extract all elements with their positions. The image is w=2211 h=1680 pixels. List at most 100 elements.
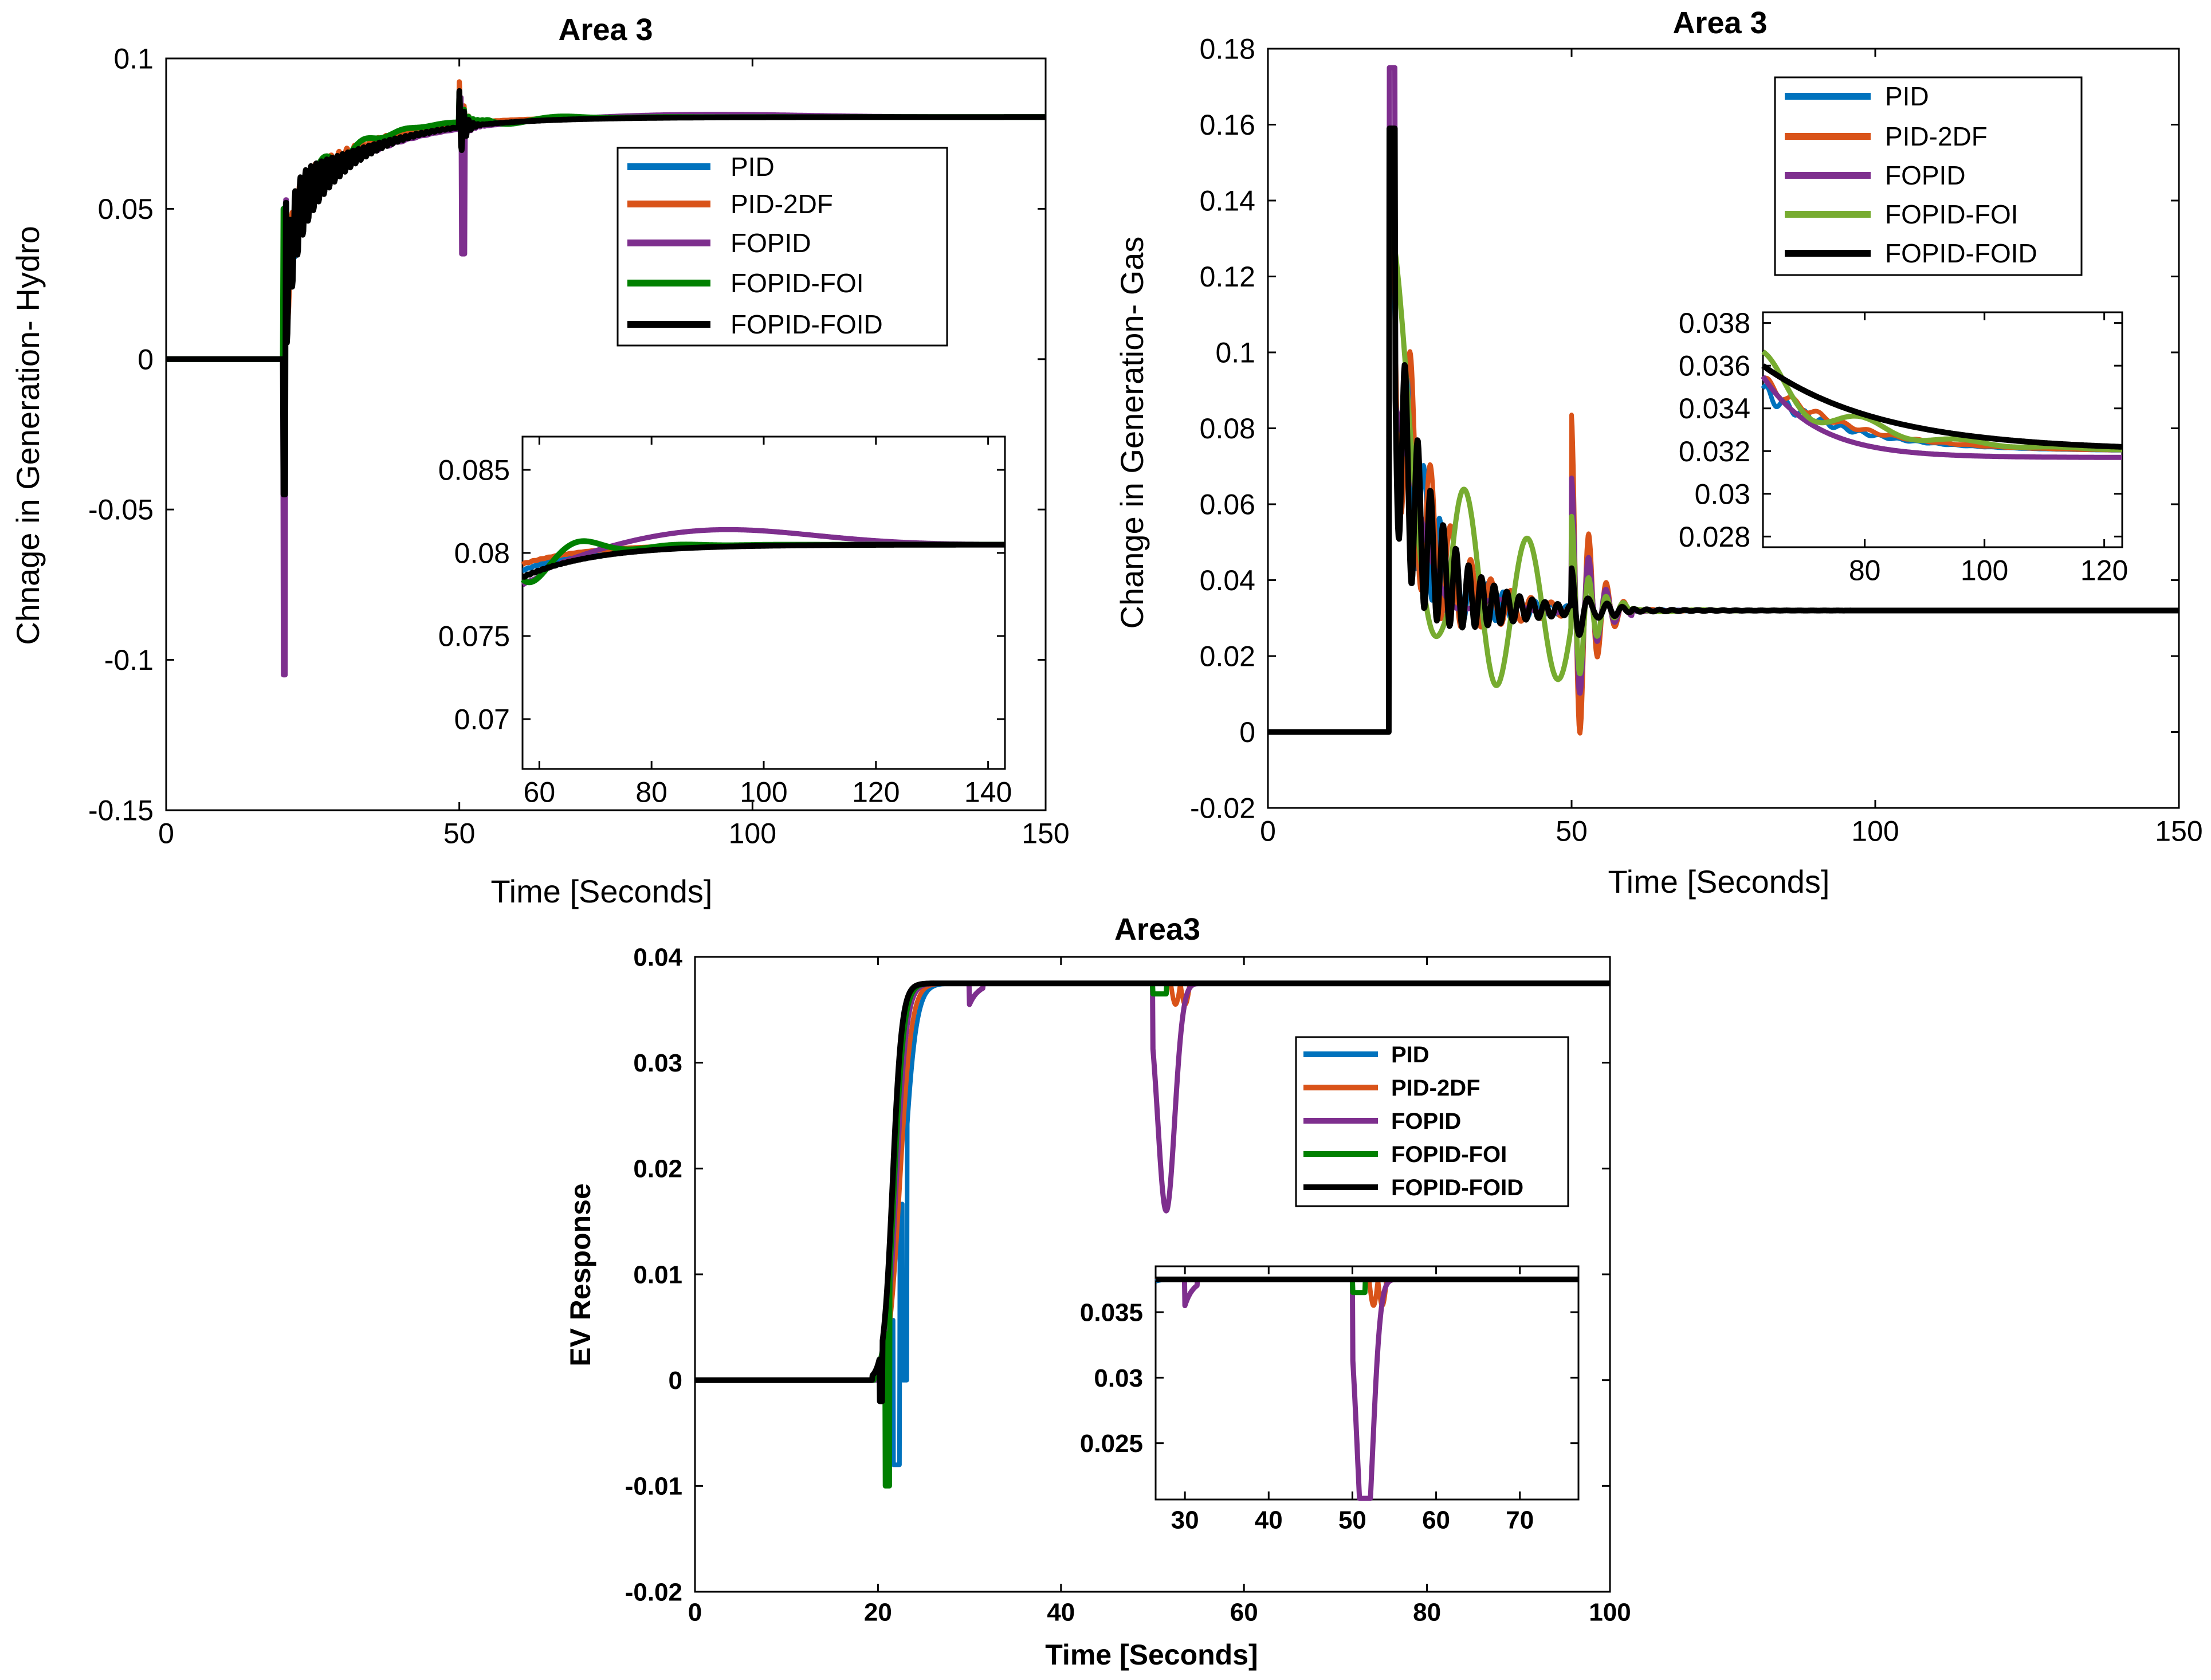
inset-chart: 0.07 0.075 0.08 0.085 60 80 100 120 140 [438,435,1012,808]
y-tick-label: 0.02 [633,1155,682,1183]
y-tick-label: 0.08 [454,537,510,570]
x-axis-label: Time [Seconds] [1045,1639,1258,1671]
y-tick-label: 0.038 [1679,307,1750,339]
x-tick-label: 80 [1849,555,1881,587]
legend-label-pid-2df: PID-2DF [1885,121,1988,151]
series-line-fopid-foid [692,980,1613,1404]
y-axis-label: Chnage in Generation- Hydro [10,226,46,645]
legend: PID PID-2DF FOPID FOPID-FOI FOPID-FOID [616,147,948,347]
series-lines [692,980,1613,1489]
y-tick-label: 0 [1239,716,1255,748]
y-tick-label: 0.08 [1200,413,1255,445]
legend-label-pid-2df: PID-2DF [1391,1075,1480,1101]
x-tick-label: 30 [1171,1506,1199,1534]
x-tick-label: 140 [964,776,1012,808]
inset-x-axis: 30 40 50 60 70 [1171,1266,1534,1534]
series-line-fopid-foid [520,541,1007,580]
y-tick-label: 0.07 [454,704,510,736]
legend-label-fopid: FOPID [731,228,811,258]
x-axis: 0 50 100 150 [158,58,1070,850]
x-tick-label: 60 [1230,1599,1258,1627]
y-tick-label: 0.085 [438,454,510,486]
inset-x-axis: 80 100 120 [1849,312,2128,587]
y-tick-label: 0.04 [1200,564,1255,596]
chart-ev: Area3 -0.02 -0.01 0 0.01 0.02 0.03 0.04 0 20 40 6… [564,912,1631,1671]
x-tick-label: 100 [740,776,787,808]
inset-series-lines [1761,350,2124,460]
x-tick-label: 0 [158,818,174,850]
legend: PID PID-2DF FOPID FOPID-FOI FOPID-FOID [1774,76,2083,276]
legend-label-pid-2df: PID-2DF [731,189,833,219]
inset-x-axis: 60 80 100 120 140 [524,437,1012,808]
legend-label-pid: PID [1885,81,1929,111]
y-axis-label: Change in Generation- Gas [1114,237,1150,629]
y-tick-label: 0.18 [1200,33,1255,65]
inset-y-axis: 0.07 0.075 0.08 0.085 [438,454,1005,736]
y-tick-label: 0.14 [1200,185,1255,217]
y-tick-label: 0 [138,343,154,375]
y-tick-label: 0.1 [1215,337,1255,369]
series-line-fopid [1761,375,2124,460]
legend-label-fopid: FOPID [1391,1109,1461,1134]
x-axis: 0 20 40 60 80 100 [688,957,1631,1627]
legend-label-fopid-foid: FOPID-FOID [1391,1175,1523,1200]
y-axis-label: EV Response [564,1183,596,1367]
series-lines [1266,65,2181,736]
x-tick-label: 40 [1255,1506,1283,1534]
y-axis: -0.02 0 0.02 0.04 0.06 0.08 0.1 0.12 0.14 0.16 0.1… [1190,33,2179,825]
x-tick-label: 40 [1047,1599,1075,1627]
y-tick-label: 0.025 [1080,1430,1143,1458]
x-tick-label: 80 [1413,1599,1441,1627]
y-tick-label: 0.034 [1679,392,1750,425]
inset-chart: 0.028 0.03 0.032 0.034 0.036 0.038 80 100 120 [1679,307,2128,586]
y-tick-label: 0.05 [98,193,154,225]
legend-box [616,147,948,347]
y-tick-label: 0.02 [1200,641,1255,673]
y-tick-label: -0.1 [104,644,154,676]
y-tick-label: 0.03 [1695,478,1750,510]
chart-gas: Area 3 -0.0200.020.040.060.080.10.120.14… [1114,6,2203,900]
chart-title: Area 3 [558,13,653,47]
legend-label-fopid: FOPID [1885,160,1966,190]
inset-y-axis: 0.028 0.03 0.032 0.034 0.036 0.038 [1679,307,2122,553]
legend: PID PID-2DF FOPID FOPID-FOI FOPID-FOID [1295,1036,1569,1207]
x-tick-label: 0 [688,1599,702,1627]
x-tick-label: 70 [1506,1506,1534,1534]
x-tick-label: 50 [443,818,476,850]
inset-plot-area [521,435,1006,770]
x-tick-label: 120 [2080,555,2128,587]
x-tick-label: 60 [1422,1506,1450,1534]
y-tick-label: 0.028 [1679,521,1750,553]
y-tick-label: 0.16 [1200,109,1255,141]
y-axis: -0.02 -0.01 0 0.01 0.02 0.03 0.04 [625,943,1610,1606]
x-axis-label: Time [Seconds] [491,873,713,909]
y-tick-label: -0.01 [625,1473,682,1501]
y-tick-label: 0.03 [633,1049,682,1077]
x-tick-label: 0 [1260,815,1276,847]
x-tick-label: 50 [1338,1506,1366,1534]
y-tick-label: 0.12 [1200,261,1255,293]
y-tick-label: 0.1 [113,43,154,75]
legend-label-fopid-foi: FOPID-FOI [1885,199,2018,229]
legend-label-fopid-foi: FOPID-FOI [1391,1142,1507,1167]
x-axis: 0 50 100 150 [1260,49,2203,847]
y-tick-label: -0.05 [88,494,154,526]
x-tick-label: 20 [864,1599,892,1627]
x-tick-label: 120 [852,776,900,808]
y-tick-label: 0.03 [1094,1364,1143,1392]
y-tick-label: -0.02 [1190,792,1255,825]
series-line-fopid-foid [1761,363,2124,450]
legend-label-pid: PID [731,152,775,182]
y-tick-label: 0.036 [1679,350,1750,382]
y-tick-label: 0 [669,1367,682,1395]
legend-label-fopid-foid: FOPID-FOID [731,309,883,339]
x-tick-label: 60 [524,776,556,808]
series-lines [164,79,1048,678]
x-tick-label: 100 [1961,555,2008,587]
inset-plot-area [1154,1265,1580,1501]
y-tick-label: 0.01 [633,1261,682,1289]
x-tick-label: 100 [1589,1599,1631,1627]
y-axis: -0.15 -0.1 -0.05 0 0.05 0.1 [88,43,1046,827]
